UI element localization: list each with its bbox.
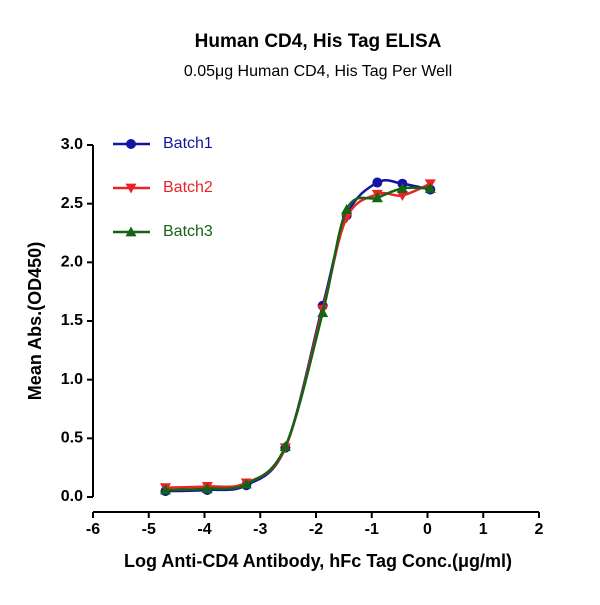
y-tick-label: 0.5 bbox=[61, 430, 83, 447]
x-axis-label: Log Anti-CD4 Antibody, hFc Tag Conc.(μg/… bbox=[124, 551, 512, 571]
y-tick-label: 3.0 bbox=[61, 136, 83, 153]
x-tick-label: -3 bbox=[253, 521, 267, 538]
legend-marker bbox=[126, 139, 136, 149]
legend-marker bbox=[125, 183, 137, 194]
x-tick-label: -2 bbox=[309, 521, 323, 538]
x-tick-label: 0 bbox=[423, 521, 432, 538]
y-axis-label: Mean Abs.(OD450) bbox=[25, 242, 45, 400]
data-point bbox=[240, 478, 252, 489]
y-tick-label: 2.5 bbox=[61, 195, 83, 212]
legend-marker bbox=[125, 226, 137, 237]
chart-title: Human CD4, His Tag ELISA bbox=[195, 31, 442, 52]
data-point bbox=[279, 441, 291, 451]
y-tick-label: 1.0 bbox=[61, 371, 83, 388]
data-point bbox=[424, 182, 436, 193]
x-tick-label: -4 bbox=[197, 521, 211, 538]
data-point bbox=[371, 192, 383, 203]
chart-subtitle: 0.05μg Human CD4, His Tag Per Well bbox=[184, 63, 452, 80]
x-tick-label: 2 bbox=[535, 521, 544, 538]
y-tick-label: 2.0 bbox=[61, 254, 83, 271]
x-tick-label: 1 bbox=[479, 521, 488, 538]
legend-label: Batch1 bbox=[163, 135, 213, 152]
x-tick-label: -1 bbox=[365, 521, 379, 538]
legend-label: Batch3 bbox=[163, 223, 213, 240]
data-point bbox=[372, 177, 383, 188]
y-tick-label: 1.5 bbox=[61, 312, 83, 329]
data-point bbox=[201, 483, 213, 494]
data-point bbox=[159, 484, 171, 495]
x-tick-label: -5 bbox=[142, 521, 156, 538]
data-point bbox=[317, 307, 329, 318]
data-point bbox=[341, 204, 353, 214]
y-tick-label: 0.0 bbox=[61, 488, 83, 505]
legend-label: Batch2 bbox=[163, 179, 213, 196]
data-point bbox=[396, 191, 408, 201]
data-point bbox=[396, 182, 408, 193]
x-tick-label: -6 bbox=[86, 521, 100, 538]
